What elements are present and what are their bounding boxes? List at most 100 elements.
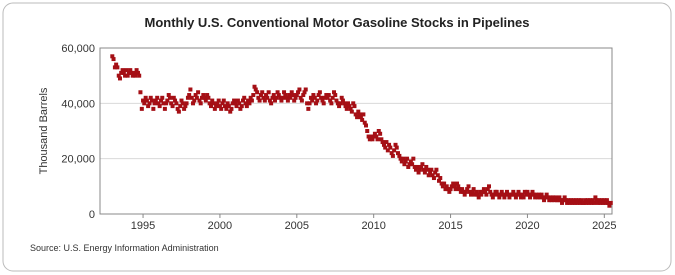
x-tick-label: 2005	[285, 220, 309, 232]
data-point	[534, 192, 539, 197]
data-point	[475, 192, 480, 197]
data-point	[333, 93, 338, 98]
data-point	[525, 189, 530, 194]
data-point	[121, 70, 126, 75]
data-point	[447, 189, 452, 194]
data-point	[153, 98, 158, 103]
data-point	[232, 98, 237, 103]
data-point	[488, 189, 493, 194]
data-point	[430, 173, 435, 178]
data-point	[178, 104, 183, 109]
data-point	[579, 198, 584, 203]
data-point	[379, 137, 384, 142]
data-point	[239, 104, 244, 109]
x-tick-label: 2000	[208, 220, 232, 232]
data-point	[594, 198, 599, 203]
data-point	[290, 93, 295, 98]
data-point	[571, 198, 576, 203]
data-point	[378, 131, 383, 136]
data-point	[458, 189, 463, 194]
data-point	[362, 120, 367, 125]
data-point	[120, 68, 125, 73]
data-point	[330, 95, 335, 100]
data-point	[376, 129, 381, 133]
data-point	[607, 203, 612, 208]
data-point	[253, 87, 258, 92]
data-point	[112, 65, 117, 70]
data-point	[422, 170, 427, 175]
data-point	[269, 101, 274, 106]
data-point	[305, 101, 310, 106]
data-point	[599, 198, 604, 203]
data-point	[317, 90, 322, 95]
data-point	[539, 192, 544, 197]
data-point	[198, 101, 203, 106]
data-point	[602, 198, 607, 203]
data-point	[572, 200, 577, 205]
data-point	[411, 156, 416, 161]
data-point	[270, 95, 275, 100]
data-point	[445, 187, 450, 192]
data-point	[223, 104, 228, 109]
data-point	[278, 95, 283, 100]
data-point	[234, 104, 239, 109]
data-point	[437, 178, 442, 183]
y-tick-label: 40,000	[61, 98, 95, 110]
data-point	[142, 101, 147, 106]
data-point	[182, 106, 187, 111]
data-point	[460, 187, 465, 192]
data-point	[416, 170, 421, 175]
data-point	[451, 181, 456, 186]
data-point	[589, 200, 594, 205]
data-point	[557, 195, 562, 200]
y-tick-label: 60,000	[61, 43, 95, 55]
data-point	[419, 164, 424, 169]
data-point	[384, 140, 389, 145]
data-point	[352, 104, 357, 109]
data-point	[196, 90, 201, 95]
data-point	[199, 95, 204, 100]
data-point	[492, 192, 497, 197]
data-point	[495, 192, 500, 197]
data-point	[175, 106, 180, 111]
data-point	[426, 173, 431, 178]
data-point	[380, 140, 385, 145]
data-point	[276, 93, 281, 98]
data-point	[531, 192, 536, 197]
data-point	[560, 200, 565, 205]
data-point	[215, 101, 220, 106]
data-point	[188, 87, 193, 92]
data-point	[264, 93, 269, 98]
data-point	[358, 115, 363, 120]
data-point	[247, 101, 252, 106]
data-point	[372, 131, 377, 136]
data-point	[535, 195, 540, 200]
data-point	[191, 101, 196, 106]
data-point	[261, 95, 266, 100]
data-point	[484, 192, 489, 197]
data-point	[294, 93, 299, 98]
data-point	[316, 93, 321, 98]
data-point	[303, 87, 308, 92]
data-point	[521, 195, 526, 200]
data-point	[328, 98, 333, 103]
data-point	[538, 195, 543, 200]
data-point	[399, 159, 404, 164]
data-point	[141, 98, 146, 103]
data-point	[357, 112, 362, 117]
data-point	[160, 95, 165, 100]
data-point	[356, 109, 361, 114]
data-point	[392, 148, 397, 153]
data-point	[355, 115, 360, 120]
data-point	[201, 93, 206, 98]
data-point	[413, 167, 418, 172]
data-point	[466, 184, 471, 189]
data-point	[146, 104, 151, 109]
data-point	[183, 104, 188, 109]
data-point	[228, 109, 233, 114]
data-point	[219, 106, 224, 111]
data-point	[449, 184, 454, 189]
data-point	[542, 198, 547, 203]
data-point	[462, 192, 467, 197]
data-point	[257, 98, 262, 103]
